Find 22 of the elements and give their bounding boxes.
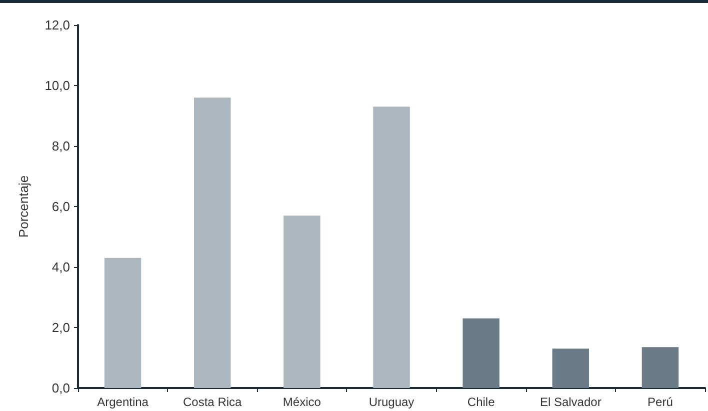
y-tick-label: 0,0 xyxy=(52,380,70,396)
y-tick-label: 10,0 xyxy=(44,78,70,93)
bar xyxy=(552,348,590,388)
y-axis-title: Porcentaje xyxy=(16,175,31,238)
bar xyxy=(284,216,320,388)
x-tick-label: Costa Rica xyxy=(183,395,242,409)
bar xyxy=(373,106,410,388)
y-tick-label: 2,0 xyxy=(52,320,70,335)
x-tick-label: Uruguay xyxy=(368,395,414,409)
x-tick-label: Perú xyxy=(648,395,673,409)
y-tick-label: 4,0 xyxy=(52,260,70,274)
y-tick-label: 12,0 xyxy=(44,18,70,32)
x-tick-label: Argentina xyxy=(97,395,149,409)
x-tick-label: México xyxy=(282,395,322,409)
x-tick-label: El Salvador xyxy=(540,395,602,409)
bar xyxy=(104,258,142,388)
bar xyxy=(194,98,231,388)
y-tick-label: 6,0 xyxy=(52,199,70,214)
bar xyxy=(462,318,500,388)
bar xyxy=(642,347,679,388)
y-tick-label: 8,0 xyxy=(52,138,70,154)
x-tick-label: Chile xyxy=(467,395,496,409)
